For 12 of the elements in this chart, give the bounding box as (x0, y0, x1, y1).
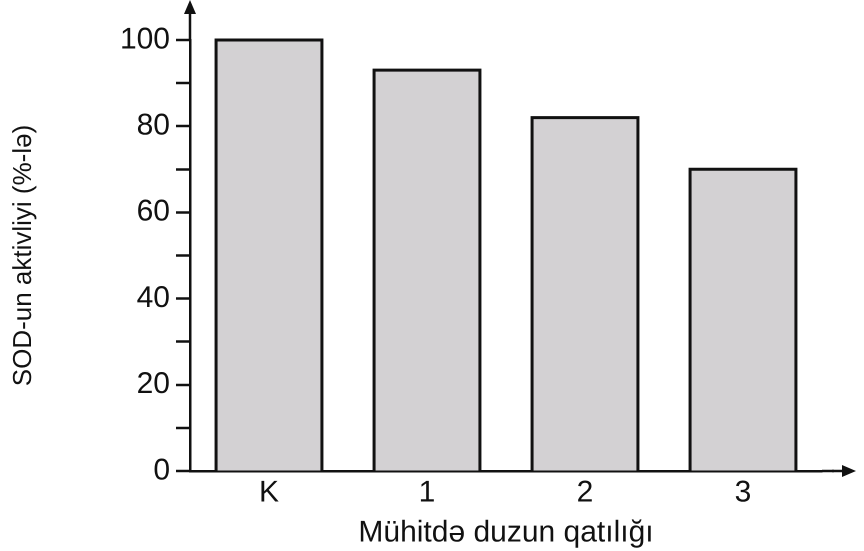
y-tick-label: 60 (136, 194, 170, 228)
y-tick-label: 100 (120, 22, 170, 56)
y-tick-label: 0 (153, 453, 170, 486)
y-tick-label: 80 (136, 108, 170, 142)
x-tick-label: 2 (576, 475, 594, 508)
x-axis-title: Mühitdə duzun qatılığı (358, 515, 654, 548)
y-axis-title: SOD-un aktivliyi (%-lə) (6, 124, 37, 386)
x-tick-label: 1 (418, 475, 436, 508)
y-tick-label: 40 (136, 280, 170, 314)
x-tick-label: 3 (734, 475, 752, 508)
y-tick-label: 20 (136, 367, 170, 400)
x-tick-label: K (258, 475, 280, 508)
